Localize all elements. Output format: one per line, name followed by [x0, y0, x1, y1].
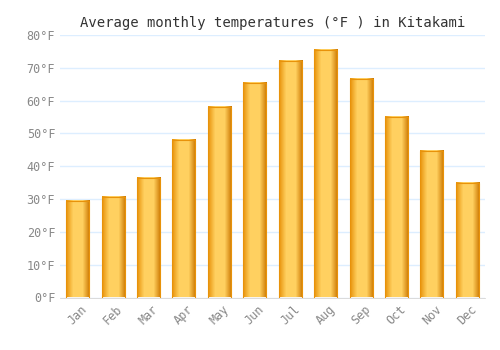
Bar: [456, 183, 479, 298]
Bar: [314, 50, 337, 298]
Bar: [172, 140, 196, 298]
Bar: [208, 107, 231, 298]
Bar: [420, 152, 444, 298]
Title: Average monthly temperatures (°F ) in Kitakami: Average monthly temperatures (°F ) in Ki…: [80, 16, 465, 30]
Bar: [66, 201, 89, 298]
Bar: [102, 197, 124, 298]
Bar: [244, 83, 266, 298]
Bar: [350, 79, 372, 298]
Bar: [385, 117, 408, 298]
Bar: [278, 61, 301, 298]
Bar: [137, 178, 160, 298]
